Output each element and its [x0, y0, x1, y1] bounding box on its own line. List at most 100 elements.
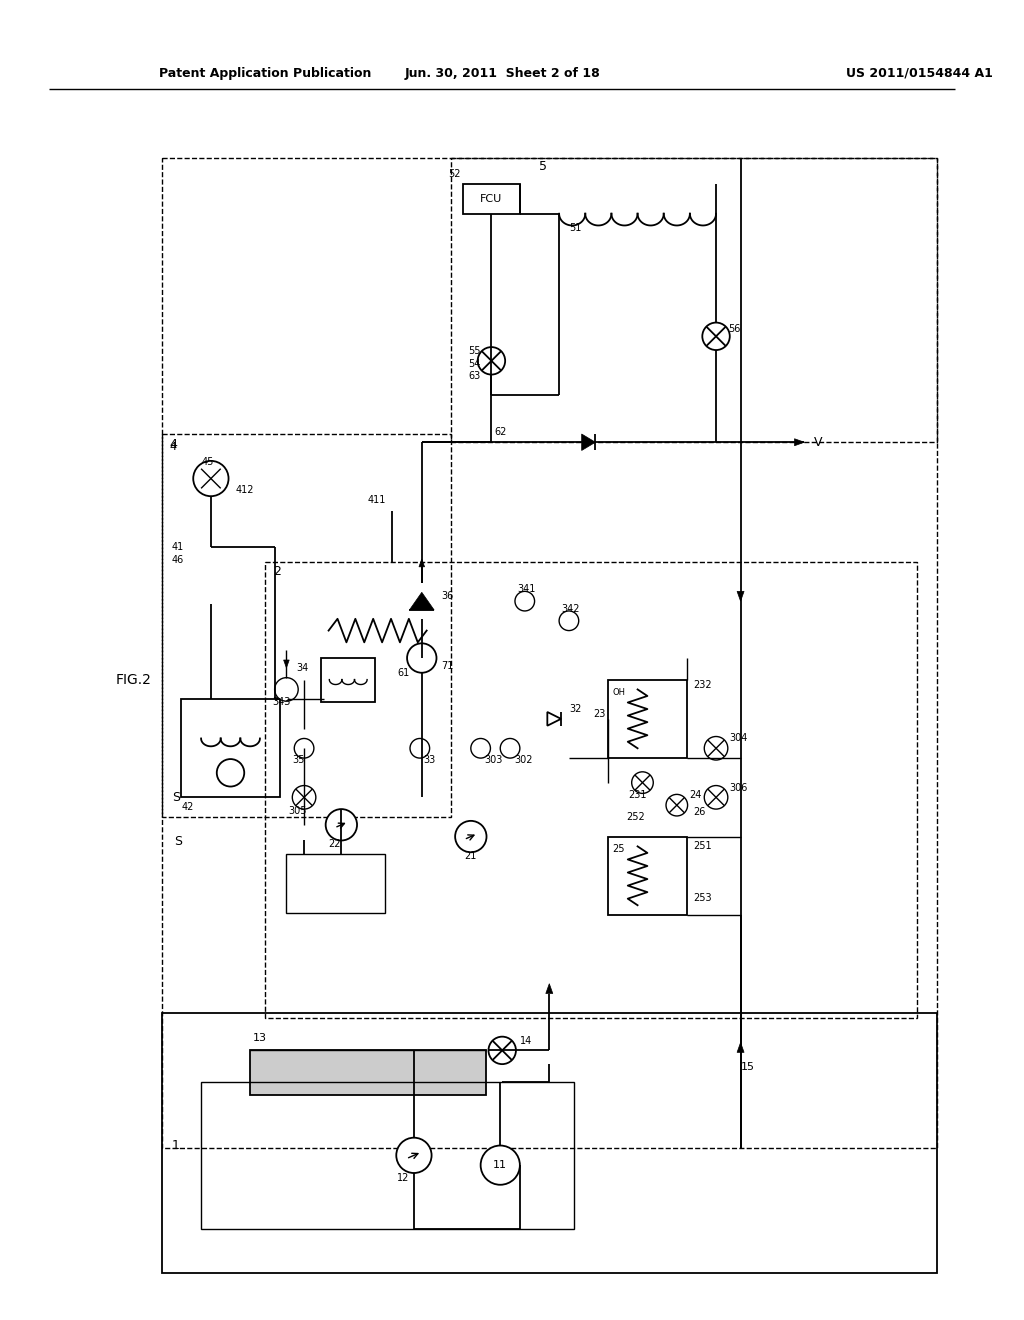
- Text: 342: 342: [561, 605, 580, 614]
- Bar: [162, 158, 937, 1148]
- Text: 11: 11: [494, 1160, 507, 1170]
- Text: 46: 46: [172, 554, 184, 565]
- Circle shape: [705, 737, 728, 760]
- Circle shape: [274, 677, 298, 701]
- Circle shape: [326, 809, 357, 841]
- Text: 1: 1: [172, 1139, 179, 1152]
- Circle shape: [515, 591, 535, 611]
- Circle shape: [410, 738, 430, 758]
- Text: 34: 34: [296, 663, 308, 673]
- Text: V: V: [814, 436, 822, 449]
- Text: 22: 22: [329, 840, 341, 849]
- Text: 61: 61: [397, 668, 410, 677]
- Circle shape: [501, 738, 520, 758]
- Text: 25: 25: [612, 845, 625, 854]
- Text: 55: 55: [468, 346, 480, 356]
- Text: FCU: FCU: [480, 194, 503, 205]
- Text: 33: 33: [424, 755, 436, 766]
- Text: 411: 411: [368, 495, 386, 506]
- Polygon shape: [546, 983, 553, 994]
- Text: 51: 51: [569, 223, 582, 234]
- Bar: [608, 680, 687, 758]
- Bar: [322, 657, 375, 702]
- Text: 24: 24: [689, 791, 701, 800]
- Text: 71: 71: [441, 661, 454, 671]
- Bar: [162, 434, 452, 817]
- Text: 41: 41: [172, 543, 184, 552]
- Bar: [250, 1051, 485, 1094]
- Text: 412: 412: [236, 486, 254, 495]
- Polygon shape: [548, 711, 561, 726]
- Text: 42: 42: [181, 803, 194, 812]
- Text: 23: 23: [594, 709, 606, 719]
- Text: 45: 45: [201, 457, 213, 467]
- Circle shape: [666, 795, 687, 816]
- Polygon shape: [419, 558, 425, 566]
- Polygon shape: [410, 593, 434, 610]
- Bar: [463, 185, 520, 214]
- Bar: [181, 700, 280, 797]
- Text: 54: 54: [468, 359, 480, 368]
- Text: 63: 63: [468, 371, 480, 380]
- Text: 21: 21: [465, 851, 477, 861]
- Bar: [452, 158, 937, 442]
- Circle shape: [217, 759, 245, 787]
- Bar: [162, 1014, 937, 1272]
- Circle shape: [455, 821, 486, 853]
- Circle shape: [396, 1138, 431, 1173]
- Bar: [265, 562, 918, 1018]
- Text: 304: 304: [730, 734, 749, 743]
- Circle shape: [480, 1146, 520, 1185]
- Text: 306: 306: [730, 783, 749, 792]
- Text: 12: 12: [397, 1173, 410, 1183]
- Text: Patent Application Publication: Patent Application Publication: [159, 67, 372, 81]
- Text: 15: 15: [740, 1063, 755, 1072]
- Text: 302: 302: [514, 755, 532, 766]
- Polygon shape: [737, 591, 744, 601]
- Text: S: S: [172, 791, 179, 804]
- Circle shape: [292, 785, 315, 809]
- Text: 343: 343: [272, 697, 291, 708]
- Text: 26: 26: [693, 807, 706, 817]
- Text: 4: 4: [170, 442, 177, 453]
- Text: 341: 341: [517, 585, 536, 594]
- Polygon shape: [795, 438, 804, 446]
- Circle shape: [471, 738, 490, 758]
- Text: Jun. 30, 2011  Sheet 2 of 18: Jun. 30, 2011 Sheet 2 of 18: [404, 67, 600, 81]
- Text: 253: 253: [693, 894, 712, 903]
- Circle shape: [294, 738, 314, 758]
- Text: 305: 305: [289, 807, 307, 816]
- Polygon shape: [737, 1043, 744, 1052]
- Text: 4: 4: [170, 438, 177, 450]
- Bar: [201, 1082, 573, 1229]
- Text: 56: 56: [728, 325, 740, 334]
- Circle shape: [559, 611, 579, 631]
- Text: 231: 231: [628, 791, 646, 800]
- Circle shape: [477, 347, 505, 375]
- Text: S: S: [175, 836, 182, 847]
- Text: 14: 14: [520, 1036, 532, 1045]
- Text: 62: 62: [494, 428, 507, 437]
- Polygon shape: [582, 434, 595, 450]
- Circle shape: [702, 322, 730, 350]
- Polygon shape: [284, 660, 289, 668]
- Text: 13: 13: [253, 1032, 267, 1043]
- Text: 52: 52: [449, 169, 461, 180]
- Circle shape: [632, 772, 653, 793]
- Text: OH: OH: [612, 688, 625, 697]
- Text: 32: 32: [569, 704, 582, 714]
- Circle shape: [488, 1036, 516, 1064]
- Text: 2: 2: [272, 565, 281, 578]
- Text: FIG.2: FIG.2: [116, 673, 152, 686]
- Circle shape: [194, 461, 228, 496]
- Text: 35: 35: [292, 755, 305, 766]
- Bar: [287, 854, 384, 913]
- Text: 303: 303: [484, 755, 503, 766]
- Circle shape: [408, 643, 436, 673]
- Text: 232: 232: [693, 680, 712, 689]
- Circle shape: [705, 785, 728, 809]
- Text: 36: 36: [441, 591, 454, 601]
- Text: 251: 251: [693, 841, 712, 851]
- Bar: [608, 837, 687, 915]
- Text: 5: 5: [540, 160, 548, 173]
